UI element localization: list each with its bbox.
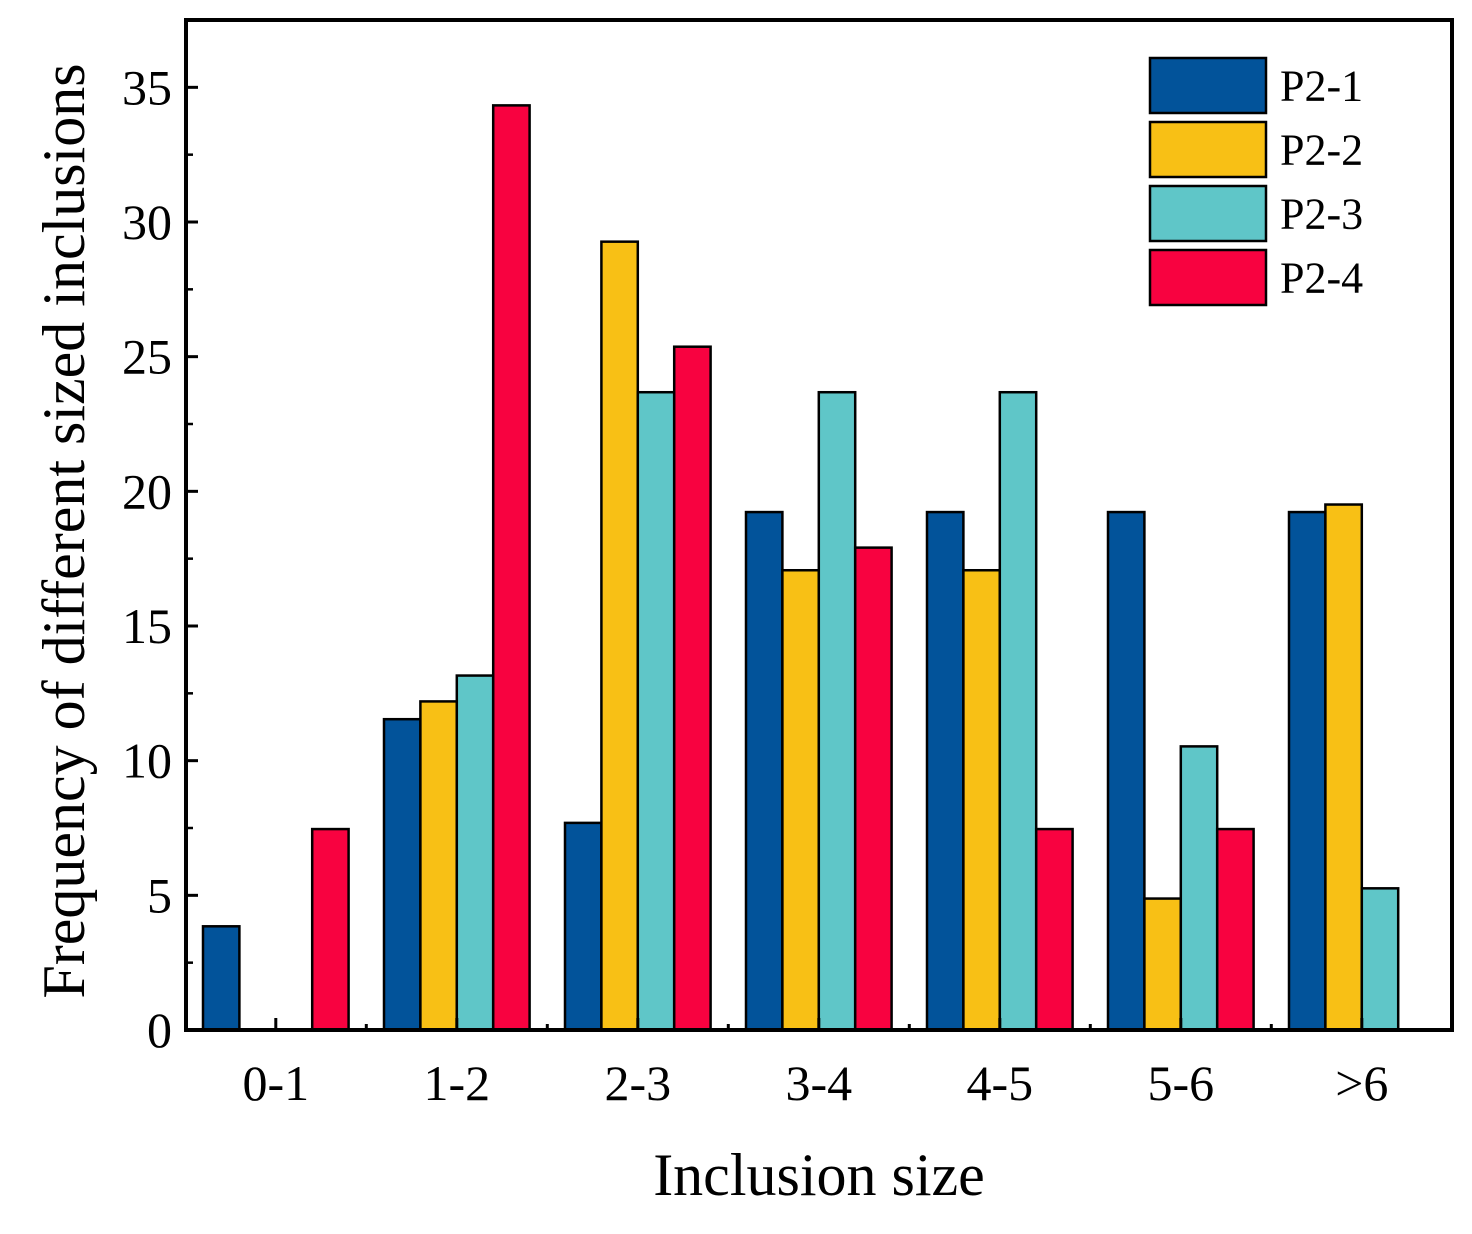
- ticks-layer: 0 5 10 15 20 25 30 35 0-1 1-2 2-3 3-4 4-5 5-6 >6: [122, 59, 1388, 1111]
- y-tick-label: 35: [122, 59, 172, 115]
- y-tick-label: 5: [147, 867, 172, 923]
- bar-p2-1-3: [563, 821, 603, 1032]
- x-axis-title: Inclusion size: [653, 1142, 985, 1208]
- legend-swatch-p2-2: [1148, 120, 1268, 179]
- bar-p2-3-3: [636, 390, 676, 1032]
- legend: P2-1 P2-2 P2-3 P2-4: [1148, 56, 1363, 307]
- legend-swatch-p2-3: [1148, 184, 1268, 243]
- legend-swatch-p2-4: [1148, 248, 1268, 307]
- bar-p2-3-2: [455, 674, 495, 1032]
- bar-p2-2-7: [1324, 503, 1364, 1032]
- bar-p2-1-2: [382, 717, 422, 1032]
- bar-p2-4-6: [1215, 827, 1255, 1032]
- bar-p2-2-6: [1143, 897, 1183, 1032]
- y-tick-label: 10: [122, 733, 172, 789]
- legend-label-p2-1: P2-1: [1280, 62, 1363, 111]
- bar-p2-2-2: [419, 700, 459, 1032]
- x-tick-label: 5-6: [1147, 1055, 1214, 1111]
- y-tick-label: 0: [147, 1002, 172, 1058]
- bar-p2-1-7: [1287, 510, 1327, 1032]
- x-tick-label: 3-4: [785, 1055, 852, 1111]
- bars-layer: [201, 104, 1400, 1032]
- bar-p2-1-4: [744, 510, 784, 1032]
- bar-p2-4-4: [853, 546, 893, 1032]
- bar-p2-1-5: [925, 510, 965, 1032]
- x-tick-label: 0-1: [242, 1055, 309, 1111]
- y-tick-label: 25: [122, 329, 172, 385]
- bar-p2-4-3: [672, 345, 712, 1032]
- y-tick-label: 20: [122, 463, 172, 519]
- bar-p2-3-5: [998, 390, 1038, 1032]
- bar-p2-2-4: [781, 568, 821, 1032]
- legend-swatch-p2-1: [1148, 56, 1268, 115]
- bar-p2-3-6: [1179, 745, 1219, 1032]
- bar-p2-3-7: [1360, 887, 1400, 1032]
- bar-p2-2-5: [962, 568, 1002, 1032]
- bar-p2-3-4: [817, 390, 857, 1032]
- y-tick-label: 15: [122, 598, 172, 654]
- y-tick-label: 30: [122, 194, 172, 250]
- y-axis-title: Frequency of different sized inclusions: [31, 63, 97, 998]
- x-tick-label: 1-2: [423, 1055, 490, 1111]
- x-tick-label: 4-5: [966, 1055, 1033, 1111]
- bar-p2-1-1: [201, 925, 241, 1032]
- bar-p2-1-6: [1106, 510, 1146, 1032]
- legend-label-p2-3: P2-3: [1280, 190, 1363, 239]
- bar-p2-2-3: [600, 240, 640, 1032]
- bar-p2-4-1: [310, 827, 350, 1032]
- legend-label-p2-2: P2-2: [1280, 126, 1363, 175]
- legend-label-p2-4: P2-4: [1280, 254, 1363, 303]
- x-tick-label: 2-3: [604, 1055, 671, 1111]
- bar-p2-4-5: [1034, 827, 1074, 1032]
- x-tick-label: >6: [1335, 1055, 1388, 1111]
- bar-p2-4-2: [491, 104, 531, 1032]
